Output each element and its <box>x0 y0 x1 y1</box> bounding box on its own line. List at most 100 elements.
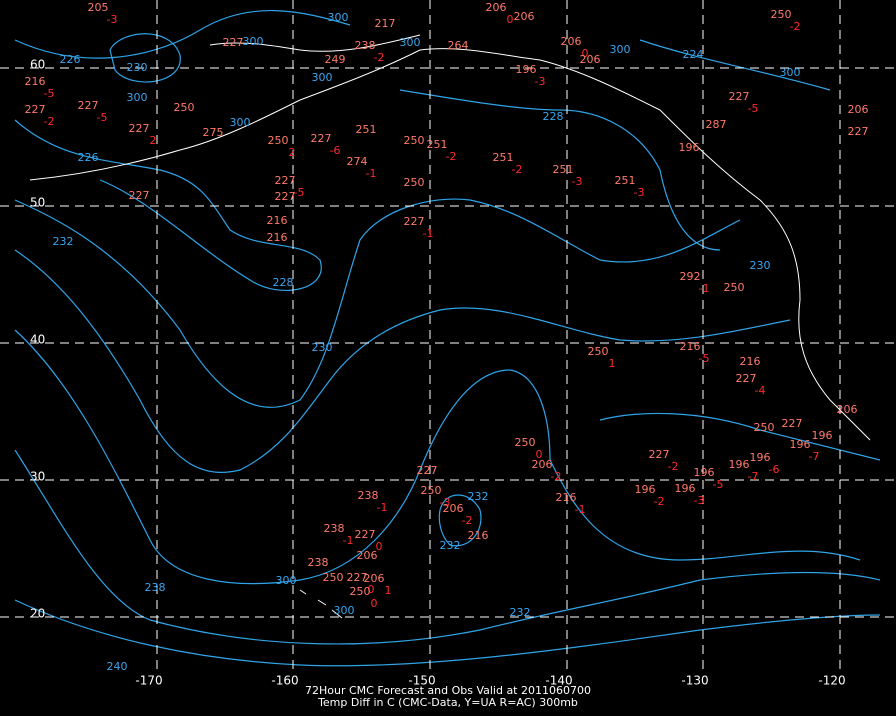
station-value: 206 <box>364 572 385 585</box>
lon-label: -120 <box>818 674 845 688</box>
contour-label: 300 <box>328 11 349 24</box>
station-value: 227 <box>848 125 869 138</box>
station-value: 251 <box>553 163 574 176</box>
station-diff: -5 <box>699 352 710 365</box>
station-value: 206 <box>837 403 858 416</box>
station-diff: 0 <box>368 583 375 596</box>
station-value: 206 <box>443 502 464 515</box>
station-value: 250 <box>323 571 344 584</box>
contour-label: 300 <box>334 604 355 617</box>
lon-label: -150 <box>408 674 435 688</box>
station-diff: -3 <box>107 13 118 26</box>
station-value: 250 <box>404 134 425 147</box>
station-diff: -6 <box>330 144 341 157</box>
contour-label: 300 <box>312 71 333 84</box>
station-value: 206 <box>848 103 869 116</box>
station-value: 206 <box>514 10 535 23</box>
station-value: 216 <box>267 214 288 227</box>
contour <box>599 412 881 461</box>
coastline <box>29 48 871 441</box>
station-value: 216 <box>556 491 577 504</box>
station-value: 250 <box>724 281 745 294</box>
station-value: 196 <box>694 466 715 479</box>
contour-label: 226 <box>78 151 99 164</box>
station-value: 196 <box>750 451 771 464</box>
station-value: 250 <box>515 436 536 449</box>
station-value: 196 <box>675 482 696 495</box>
station-diff: 1 <box>385 584 392 597</box>
station-value: 287 <box>706 118 727 131</box>
station-value: 238 <box>358 489 379 502</box>
station-diff: -3 <box>572 175 583 188</box>
station-value: 196 <box>679 141 700 154</box>
station-diff: -2 <box>446 150 457 163</box>
caption: Temp Diff in C (CMC-Data, Y=UA R=AC) 300… <box>317 696 578 709</box>
station-diff: 2 <box>150 134 157 147</box>
station-diff: -2 <box>668 460 679 473</box>
station-value: 275 <box>203 126 224 139</box>
contour-label: 232 <box>468 490 489 503</box>
station-value: 216 <box>740 355 761 368</box>
station-diff: -1 <box>699 282 710 295</box>
station-diff: -1 <box>423 227 434 240</box>
station-value: 250 <box>588 345 609 358</box>
contour-label: 300 <box>780 66 801 79</box>
contour-label: 232 <box>510 606 531 619</box>
contour-label: 230 <box>750 259 771 272</box>
station-diff: -2 <box>44 115 55 128</box>
station-diff: -2 <box>512 163 523 176</box>
lat-label: 30 <box>30 470 45 484</box>
lon-label: -160 <box>271 674 298 688</box>
station-diff: 0 <box>507 13 514 26</box>
station-diff: -1 <box>377 501 388 514</box>
station-value: 250 <box>174 101 195 114</box>
contour <box>14 329 861 585</box>
station-diff: -2 <box>790 20 801 33</box>
lat-label: 40 <box>30 333 45 347</box>
station-value: 227 <box>347 571 368 584</box>
station-value: 227 <box>223 36 244 49</box>
contour-label: 300 <box>230 116 251 129</box>
station-value: 196 <box>812 429 833 442</box>
contour <box>14 119 322 291</box>
station-diff: -5 <box>97 111 108 124</box>
station-value: 196 <box>729 458 750 471</box>
station-diff: -1 <box>366 167 377 180</box>
station-value: 238 <box>324 522 345 535</box>
coastline <box>299 589 343 619</box>
station-value: 227 <box>649 448 670 461</box>
contour-label: 238 <box>145 581 166 594</box>
station-diff: 0 <box>582 47 589 60</box>
station-value: 216 <box>25 75 46 88</box>
station-value: 227 <box>78 99 99 112</box>
station-value: 250 <box>754 421 775 434</box>
contour <box>639 39 831 91</box>
contour <box>14 599 881 667</box>
station-value: 227 <box>275 190 296 203</box>
station-value: 227 <box>404 215 425 228</box>
station-value: 206 <box>357 549 378 562</box>
station-diff: -3 <box>535 75 546 88</box>
lat-label: 50 <box>30 196 45 210</box>
contour-label: 300 <box>276 574 297 587</box>
station-value: 227 <box>311 132 332 145</box>
station-value: 249 <box>325 53 346 66</box>
station-diff: -2 <box>551 470 562 483</box>
contours <box>14 9 881 667</box>
station-diff: -2 <box>462 514 473 527</box>
station-value: 216 <box>468 529 489 542</box>
station-diff: -1 <box>575 503 586 516</box>
contour-label: 232 <box>440 539 461 552</box>
contour <box>14 198 741 408</box>
station-value: 227 <box>782 417 803 430</box>
lon-label: -140 <box>545 674 572 688</box>
station-value: 206 <box>580 53 601 66</box>
station-value: 227 <box>275 174 296 187</box>
station-value: 227 <box>129 122 150 135</box>
station-value: 251 <box>427 138 448 151</box>
contour-label: 240 <box>107 660 128 673</box>
station-diff: -5 <box>713 478 724 491</box>
station-value: 251 <box>615 174 636 187</box>
